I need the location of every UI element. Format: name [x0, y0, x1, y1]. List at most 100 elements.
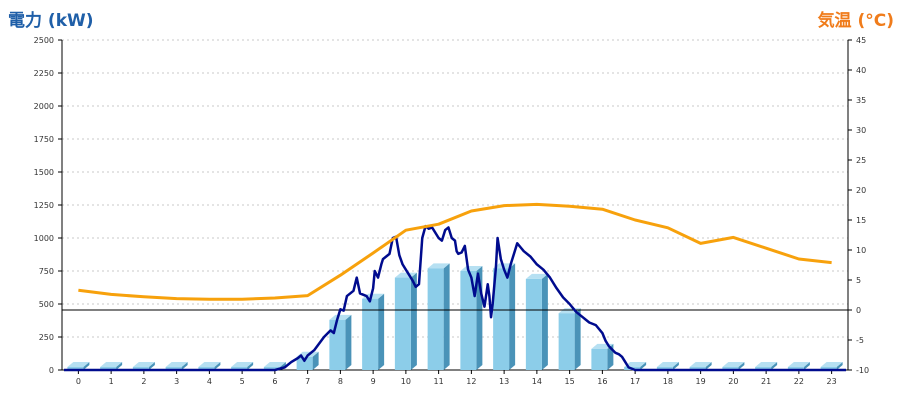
bar-21 — [755, 362, 778, 370]
x-tick-label-17: 17 — [630, 377, 640, 386]
bar-front — [591, 348, 608, 370]
bar-13 — [493, 263, 516, 370]
bar-top — [460, 266, 483, 271]
bar-side — [640, 362, 647, 370]
bar-19 — [689, 362, 712, 370]
bar-10 — [394, 272, 417, 370]
bar-9 — [362, 293, 385, 370]
bar-front — [67, 367, 84, 370]
x-tick-label-0: 0 — [76, 377, 81, 386]
x-tick-label-9: 9 — [371, 377, 376, 386]
bar-side — [836, 362, 843, 370]
x-tick-label-19: 19 — [696, 377, 706, 386]
left-tick-label-0: 0 — [49, 366, 54, 375]
right-tick-label-45: 45 — [856, 36, 866, 45]
right-tick-label-10: 10 — [856, 246, 866, 255]
bar-top — [100, 362, 123, 367]
bar-side — [378, 293, 385, 370]
bar-side — [214, 362, 221, 370]
x-tick-label-18: 18 — [663, 377, 673, 386]
bar-front — [820, 367, 837, 370]
bar-top — [165, 362, 188, 367]
bar-front — [165, 367, 182, 370]
left-tick-label-1250: 1250 — [34, 201, 54, 210]
bar-top — [820, 362, 843, 367]
bar-front — [493, 268, 510, 370]
bar-side — [247, 362, 254, 370]
x-tick-label-21: 21 — [761, 377, 771, 386]
bar-front — [558, 313, 575, 370]
bar-side — [83, 362, 90, 370]
bar-top — [656, 362, 679, 367]
left-tick-label-250: 250 — [39, 333, 54, 342]
x-tick-label-3: 3 — [174, 377, 179, 386]
bar-4 — [198, 362, 221, 370]
bar-front — [132, 367, 149, 370]
right-tick-label-30: 30 — [856, 126, 866, 135]
bar-top — [525, 273, 548, 279]
x-tick-label-14: 14 — [532, 377, 542, 386]
right-tick-label-15: 15 — [856, 216, 866, 225]
bar-side — [410, 272, 417, 370]
bar-14 — [525, 273, 548, 370]
x-tick-label-22: 22 — [794, 377, 804, 386]
bar-side — [312, 351, 319, 370]
right-tick-label--5: -5 — [856, 336, 864, 345]
x-tick-label-2: 2 — [141, 377, 146, 386]
x-tick-label-6: 6 — [272, 377, 277, 386]
left-tick-label-2500: 2500 — [34, 36, 54, 45]
bar-top — [787, 362, 810, 367]
left-tick-label-1500: 1500 — [34, 168, 54, 177]
power-line — [64, 224, 846, 372]
bar-side — [181, 362, 188, 370]
right-tick-label-5: 5 — [856, 276, 861, 285]
bar-top — [427, 263, 450, 269]
x-tick-label-4: 4 — [207, 377, 212, 386]
bar-side — [705, 362, 712, 370]
bar-side — [116, 362, 123, 370]
x-tick-label-8: 8 — [338, 377, 343, 386]
right-tick-label-35: 35 — [856, 96, 866, 105]
x-tick-label-1: 1 — [109, 377, 114, 386]
bar-side — [148, 362, 155, 370]
bar-side — [771, 362, 778, 370]
bar-front — [460, 271, 477, 370]
x-tick-label-15: 15 — [565, 377, 575, 386]
right-tick-label-25: 25 — [856, 156, 866, 165]
left-tick-label-1750: 1750 — [34, 135, 54, 144]
bar-top — [67, 362, 90, 367]
left-tick-label-2000: 2000 — [34, 102, 54, 111]
bar-8 — [329, 314, 352, 370]
x-tick-label-11: 11 — [434, 377, 444, 386]
bar-top — [263, 362, 286, 367]
bar-side — [345, 314, 352, 370]
bar-5 — [231, 362, 254, 370]
bar-side — [443, 263, 450, 370]
bar-front — [755, 367, 772, 370]
bar-front — [198, 367, 215, 370]
bar-top — [755, 362, 778, 367]
bar-top — [689, 362, 712, 367]
right-tick-label-40: 40 — [856, 66, 866, 75]
bar-front — [722, 367, 739, 370]
bar-side — [541, 273, 548, 370]
bar-front — [427, 268, 444, 370]
bar-front — [689, 367, 706, 370]
bar-front — [263, 367, 280, 370]
bar-side — [738, 362, 745, 370]
left-axis-title: 電力 (kW) — [8, 11, 94, 31]
bar-top — [132, 362, 155, 367]
x-tick-label-13: 13 — [499, 377, 509, 386]
bar-front — [656, 367, 673, 370]
right-axis-title: 気温 (°C) — [817, 11, 894, 31]
bar-23 — [820, 362, 843, 370]
bar-front — [787, 367, 804, 370]
right-tick-label--10: -10 — [856, 366, 869, 375]
bar-1 — [100, 362, 123, 370]
bar-front — [525, 278, 542, 370]
bar-15 — [558, 308, 581, 370]
bar-top — [624, 362, 647, 367]
bar-22 — [787, 362, 810, 370]
bar-18 — [656, 362, 679, 370]
